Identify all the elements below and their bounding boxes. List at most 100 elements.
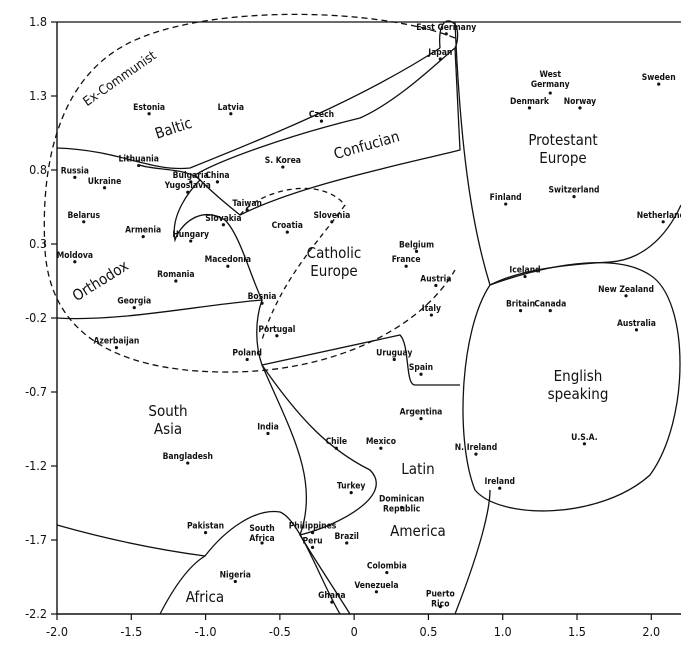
point-france (404, 264, 408, 268)
point-label-slovenia: Slovenia (313, 211, 350, 221)
point-s-korea (281, 165, 285, 169)
point-label-uruguay: Uruguay (376, 348, 412, 358)
region-label-latin-america: Latin America (390, 460, 446, 540)
point-label-hungary: Hungary (172, 230, 209, 240)
point-romania (174, 279, 178, 283)
x-tick-label: -1.0 (195, 624, 217, 639)
point-pakistan (203, 531, 208, 535)
point-ireland (498, 486, 502, 490)
country-points: East Germany Japan Estonia Latvia Czech West G… (57, 23, 681, 610)
point-label-turkey: Turkey (337, 482, 366, 492)
point-label-azerbaijan: Azerbaijan (94, 337, 140, 347)
y-tick-label: 1.3 (29, 88, 47, 103)
point-label-china: China (205, 171, 229, 181)
region-label-protestant-europe: Protestant Europe (528, 131, 597, 167)
point-label-west-germany: West Germany (531, 70, 570, 90)
point-iceland (523, 274, 527, 279)
point-bangladesh (186, 461, 190, 465)
point-label-estonia: Estonia (133, 103, 165, 113)
confucian-boundary (193, 46, 461, 216)
y-tick-label: 0.8 (29, 162, 47, 177)
point-dominican-republic (400, 505, 404, 510)
point-label-nigeria: Nigeria (220, 570, 251, 580)
point-label-spain: Spain (409, 363, 433, 373)
y-tick-label: -0.7 (25, 384, 47, 399)
point-label-iceland: Iceland (509, 266, 540, 276)
y-tick-label: -1.2 (25, 458, 47, 473)
protestant-boundary (454, 21, 681, 286)
x-tick-label: -0.5 (269, 624, 291, 639)
point-yugoslavia (186, 190, 190, 194)
ex-communist-boundary (43, 13, 456, 373)
x-tick-label: 1.5 (568, 624, 586, 639)
point-poland (245, 357, 249, 362)
point-label-puerto-rico: Puerto Rico (426, 590, 455, 610)
point-nigeria (233, 579, 237, 584)
x-tick-label: -2.0 (46, 624, 68, 639)
latin-boundary (261, 364, 491, 615)
region-label-english-speaking: English speaking (548, 367, 609, 403)
point-china (215, 180, 220, 184)
y-tick-label: 1.8 (29, 14, 47, 29)
point-austria (434, 283, 438, 288)
point-label-france: France (392, 255, 421, 265)
point-hungary (189, 239, 193, 243)
point-label-macedonia: Macedonia (205, 255, 251, 265)
point-label-canada: Canada (534, 300, 566, 310)
y-axis-ticks: 1.8 1.3 0.8 0.3 -0.2 -0.7 -1.2 -1.7 -2.2 (25, 14, 57, 621)
region-label-ex-communist: Ex-Communist (81, 48, 160, 110)
x-axis-ticks: -2.0 -1.5 -1.0 -0.5 0 0.5 1.0 1.5 2.0 (46, 614, 660, 639)
point-japan (438, 57, 442, 61)
region-label-confucian: Confucian (332, 127, 402, 163)
point-bulgaria (189, 180, 193, 184)
point-south-africa (260, 541, 264, 545)
point-ukraine (102, 186, 107, 190)
point-macedonia (226, 264, 230, 268)
point-label-mexico: Mexico (366, 437, 396, 447)
point-east-germany (444, 32, 448, 36)
x-tick-label: 0 (351, 624, 358, 639)
point-label-finland: Finland (490, 193, 522, 203)
point-belarus (82, 220, 86, 224)
point-estonia (147, 112, 151, 116)
point-label-chile: Chile (326, 437, 347, 447)
point-lithuania (137, 163, 141, 168)
region-boundaries (43, 13, 681, 615)
point-taiwan (245, 208, 249, 212)
point-label-austria: Austria (420, 274, 451, 284)
point-portugal (275, 334, 279, 338)
point-georgia (132, 306, 136, 310)
point-label-colombia: Colombia (367, 562, 407, 572)
point-bosnia (260, 301, 264, 305)
point-label-netherlands: Netherlands (637, 211, 681, 221)
point-label-ukraine: Ukraine (88, 177, 121, 187)
point-label-belgium: Belgium (399, 240, 434, 250)
point-label-s-korea: S. Korea (265, 156, 301, 166)
point-label-portugal: Portugal (258, 325, 295, 335)
point-slovenia (330, 220, 334, 224)
point-sweden (657, 82, 661, 86)
point-label-georgia: Georgia (117, 297, 151, 307)
point-label-brazil: Brazil (334, 532, 358, 542)
point-label-philippines: Philippines (289, 522, 337, 532)
point-n-ireland (474, 452, 478, 456)
point-label-india: India (257, 422, 279, 432)
y-tick-label: 0.3 (29, 236, 47, 251)
region-label-catholic-europe: Catholic Europe (307, 244, 362, 280)
point-australia (634, 328, 639, 332)
point-britain (518, 309, 523, 313)
region-label-south-asia: South Asia (148, 402, 187, 438)
point-label-latvia: Latvia (218, 103, 244, 113)
point-norway (578, 106, 582, 110)
point-venezuela (374, 590, 379, 594)
catholic-dashed-boundary (239, 187, 346, 341)
y-tick-label: -0.2 (25, 310, 47, 325)
point-label-italy: Italy (422, 304, 441, 314)
point-label-taiwan: Taiwan (232, 199, 262, 209)
point-label-u-s-a: U.S.A. (571, 433, 598, 443)
point-brazil (345, 541, 349, 545)
y-tick-label: -1.7 (25, 532, 47, 547)
point-denmark (527, 106, 532, 110)
point-peru (310, 545, 315, 550)
